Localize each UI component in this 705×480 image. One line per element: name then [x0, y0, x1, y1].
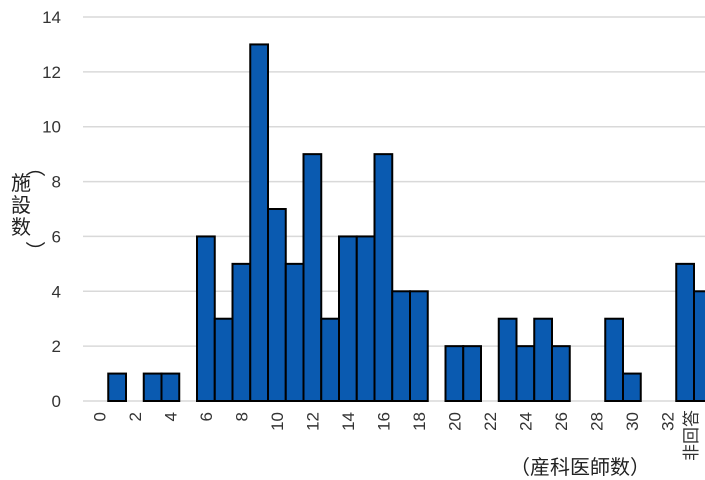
x-tick-label-last: 非回答	[682, 410, 701, 461]
y-tick-label: 0	[52, 392, 61, 411]
x-tick-label: 12	[303, 412, 322, 431]
x-tick-label: 4	[161, 412, 180, 421]
bar	[622, 372, 642, 403]
x-tick-label: 2	[126, 412, 145, 421]
bar	[675, 262, 695, 402]
x-tick-label: 0	[90, 412, 109, 421]
bar	[142, 372, 163, 403]
y-tick-label: 6	[52, 227, 61, 246]
bar	[604, 317, 624, 403]
y-tick-label: 2	[52, 337, 61, 356]
x-tick-label: 18	[410, 412, 429, 431]
y-tick-label: 10	[42, 118, 61, 137]
x-tick-label: 20	[445, 412, 464, 431]
bar	[533, 317, 553, 403]
x-tick-label: 30	[623, 412, 642, 431]
bar	[373, 153, 394, 402]
x-axis-ticks: 0 2 4 6 8 10 12 14 16 18 20 22 24 26 28 30 32 非回答	[90, 410, 701, 461]
bar	[444, 345, 465, 402]
bar	[320, 317, 340, 403]
y-axis-title-close-paren: ）	[23, 241, 46, 261]
bar	[160, 372, 181, 403]
bar	[693, 290, 705, 402]
x-tick-label: 32	[658, 412, 677, 431]
bar	[497, 317, 518, 403]
bar	[338, 235, 358, 402]
x-tick-label: 24	[516, 412, 535, 431]
bar	[213, 317, 234, 403]
x-tick-label: 22	[481, 412, 500, 431]
bar	[284, 262, 305, 402]
y-axis-ticks: 0 2 4 6 8 10 12 14	[42, 8, 61, 411]
bars	[107, 43, 705, 403]
y-axis-title-char: 設	[11, 194, 31, 217]
bar	[231, 262, 252, 402]
bar	[249, 43, 269, 403]
y-axis-title-char: 数	[11, 216, 31, 239]
y-axis-title-char: 施	[11, 172, 31, 195]
x-tick-label: 6	[197, 412, 216, 421]
y-tick-label: 8	[52, 173, 61, 192]
x-tick-label: 26	[552, 412, 571, 431]
bar	[107, 372, 127, 403]
y-axis-title-open-paren: （	[23, 157, 46, 177]
x-tick-label: 14	[339, 412, 358, 431]
x-tick-label: 8	[232, 412, 251, 421]
x-tick-label: 16	[374, 412, 393, 431]
y-axis-title: 施設数	[11, 172, 31, 239]
bar	[462, 345, 482, 402]
bar	[302, 153, 323, 402]
y-tick-label: 12	[42, 63, 61, 82]
bar	[391, 290, 411, 402]
bar	[409, 290, 429, 402]
bar	[196, 235, 216, 402]
x-axis-title: （産科医師数）	[510, 456, 650, 479]
bar	[355, 235, 376, 402]
bar	[267, 208, 287, 402]
y-tick-label: 4	[52, 282, 61, 301]
bar	[551, 345, 571, 402]
y-tick-label: 14	[42, 8, 61, 27]
x-tick-label: 28	[587, 412, 606, 431]
x-tick-label: 10	[268, 412, 287, 431]
bar	[515, 345, 536, 402]
